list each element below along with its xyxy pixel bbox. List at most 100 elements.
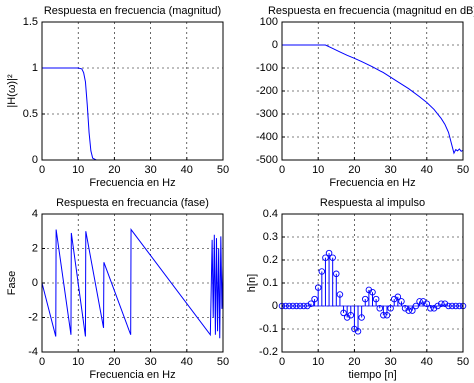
y-tick-label: 0 [272,300,278,312]
stem-marker [336,291,344,298]
x-tick-label: 20 [348,164,360,176]
y-tick-label: 4 [32,208,38,220]
y-tick-label: 0 [32,277,38,289]
y-tick-label: 2 [32,242,38,254]
y-tick-label: -200 [256,85,278,97]
x-tick-label: 40 [421,356,433,368]
stem-marker [394,293,402,301]
stem-marker [387,305,394,312]
stem-marker [405,307,412,314]
x-axis-label: Frecuencia en Hz [89,369,175,381]
y-tick-label: 1 [32,62,38,74]
y-tick-label: -500 [256,154,278,166]
y-tick-label: 0.3 [263,231,278,243]
x-tick-label: 40 [181,164,193,176]
axes-box [41,21,224,161]
y-axis-label: |H(ω)|² [6,74,18,108]
subplot-title: Respuesta en frecuancia (fase) [56,197,209,209]
stem-marker [293,302,300,310]
x-tick-label: 10 [72,356,84,368]
x-tick-label: 0 [279,164,285,176]
axes-box [281,213,464,353]
data-line [282,44,464,155]
stem-marker [423,300,431,307]
stem-marker [333,270,340,278]
y-tick-label: -4 [28,346,38,358]
x-tick-label: 10 [312,164,324,176]
stem-marker [354,328,362,335]
y-tick-label: 0.4 [263,208,278,220]
subplot-title: Respuesta al impulso [320,197,425,209]
stem-marker [452,302,460,310]
x-tick-label: 30 [144,164,156,176]
y-axis-label: h[n] [246,274,258,292]
x-tick-label: 0 [39,356,45,368]
x-axis-label: tiempo [n] [348,369,396,381]
y-tick-label: -0.1 [259,323,278,335]
stem-marker [383,311,391,319]
stem-marker [427,305,434,312]
x-tick-label: 30 [384,356,396,368]
y-tick-label: 0.5 [23,108,38,120]
subplot-title: Respuesta en frecuencia (magnitud en dB) [268,5,474,17]
y-tick-label: 100 [260,16,278,28]
stem-marker [329,254,336,261]
stem-marker [398,298,405,305]
stem-marker [322,254,329,261]
stem-marker [456,302,463,310]
stem-marker [358,314,365,321]
stem-marker [314,284,322,291]
x-axis-label: Frecuencia en Hz [329,177,415,189]
axes-box [281,21,464,161]
axes-box [41,213,224,353]
axes-background [42,22,223,160]
stem-marker [376,305,383,312]
y-tick-label: -2 [28,311,38,323]
y-axis-label: Fase [6,271,18,295]
x-tick-label: 0 [279,356,285,368]
stem-marker [448,302,456,310]
x-tick-label: 0 [39,164,45,176]
y-tick-label: 1.5 [23,16,38,28]
x-tick-label: 10 [312,356,324,368]
subplot-title: Respuesta en frecuencia (magnitud) [44,5,221,17]
y-tick-label: -400 [256,131,278,143]
stem-marker [282,302,289,310]
stem-marker [416,298,423,305]
stem-marker [285,302,293,310]
stem-marker [380,311,387,319]
stem-marker [445,302,452,310]
x-tick-label: 50 [457,164,469,176]
y-tick-label: 0 [272,39,278,51]
y-tick-label: 0.2 [263,254,278,266]
stem-marker [311,295,318,303]
y-tick-label: 0 [32,154,38,166]
stem-marker [296,302,304,310]
x-tick-label: 40 [421,164,433,176]
stem-marker [362,295,369,303]
stem-marker [369,288,376,296]
stem-marker [347,311,355,319]
x-tick-label: 50 [217,164,229,176]
stem-marker [412,302,420,310]
stem-marker [325,249,333,257]
x-tick-label: 30 [384,164,396,176]
x-tick-label: 20 [108,356,120,368]
data-line [41,228,224,339]
stem-marker [438,300,445,307]
stem-marker [372,295,380,303]
x-tick-label: 10 [72,164,84,176]
y-tick-label: 0.1 [263,277,278,289]
x-tick-label: 20 [348,356,360,368]
y-tick-label: -300 [256,108,278,120]
x-tick-label: 40 [181,356,193,368]
x-axis-label: Frecuencia en Hz [89,177,175,189]
x-tick-label: 50 [217,356,229,368]
stem-marker [318,268,326,275]
stem-marker [289,302,297,310]
stem-marker [340,309,347,317]
y-tick-label: -0.2 [259,346,278,358]
stem-marker [307,300,315,307]
stem-marker [409,307,416,314]
